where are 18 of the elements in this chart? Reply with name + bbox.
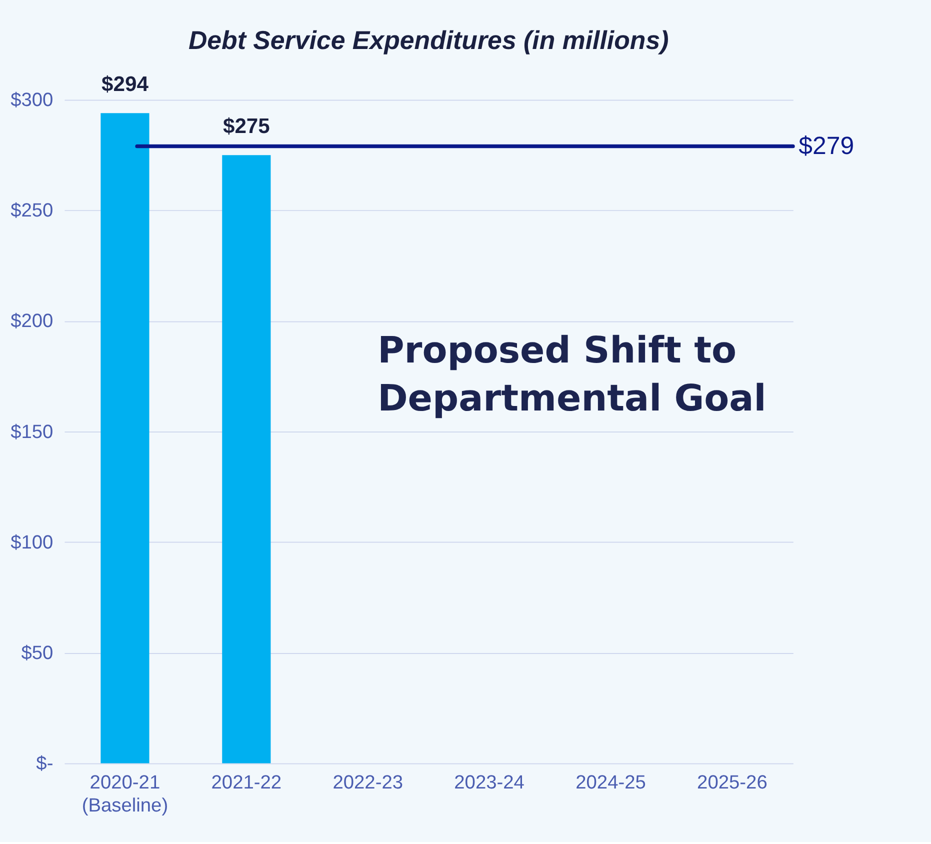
y-tick-label: $250 <box>10 200 54 222</box>
x-tick-label: 2020-21 (Baseline) <box>82 772 168 817</box>
x-tick-label: 2025-26 <box>697 772 768 794</box>
y-tick-label: $100 <box>10 532 54 554</box>
x-tick-label: 2022-23 <box>332 772 404 794</box>
x-tick-label: 2023-24 <box>454 772 525 794</box>
x-tick-label: 2024-25 <box>576 772 646 794</box>
y-tick-label: $50 <box>21 642 54 664</box>
x-tick-label: 2021-22 <box>211 772 282 794</box>
y-tick-label: $300 <box>10 90 54 112</box>
ref-line-label: $279 <box>798 132 854 160</box>
data-label: $294 <box>102 73 149 96</box>
y-tick-label: $150 <box>10 422 54 443</box>
annotation: Proposed Shift to Departmental Goal <box>378 328 766 420</box>
y-tick-label: $- <box>36 754 54 775</box>
y-tick-label: $200 <box>10 311 54 332</box>
data-label: $275 <box>222 115 270 138</box>
chart-title: Debt Service Expenditures (in millions) <box>188 26 669 55</box>
